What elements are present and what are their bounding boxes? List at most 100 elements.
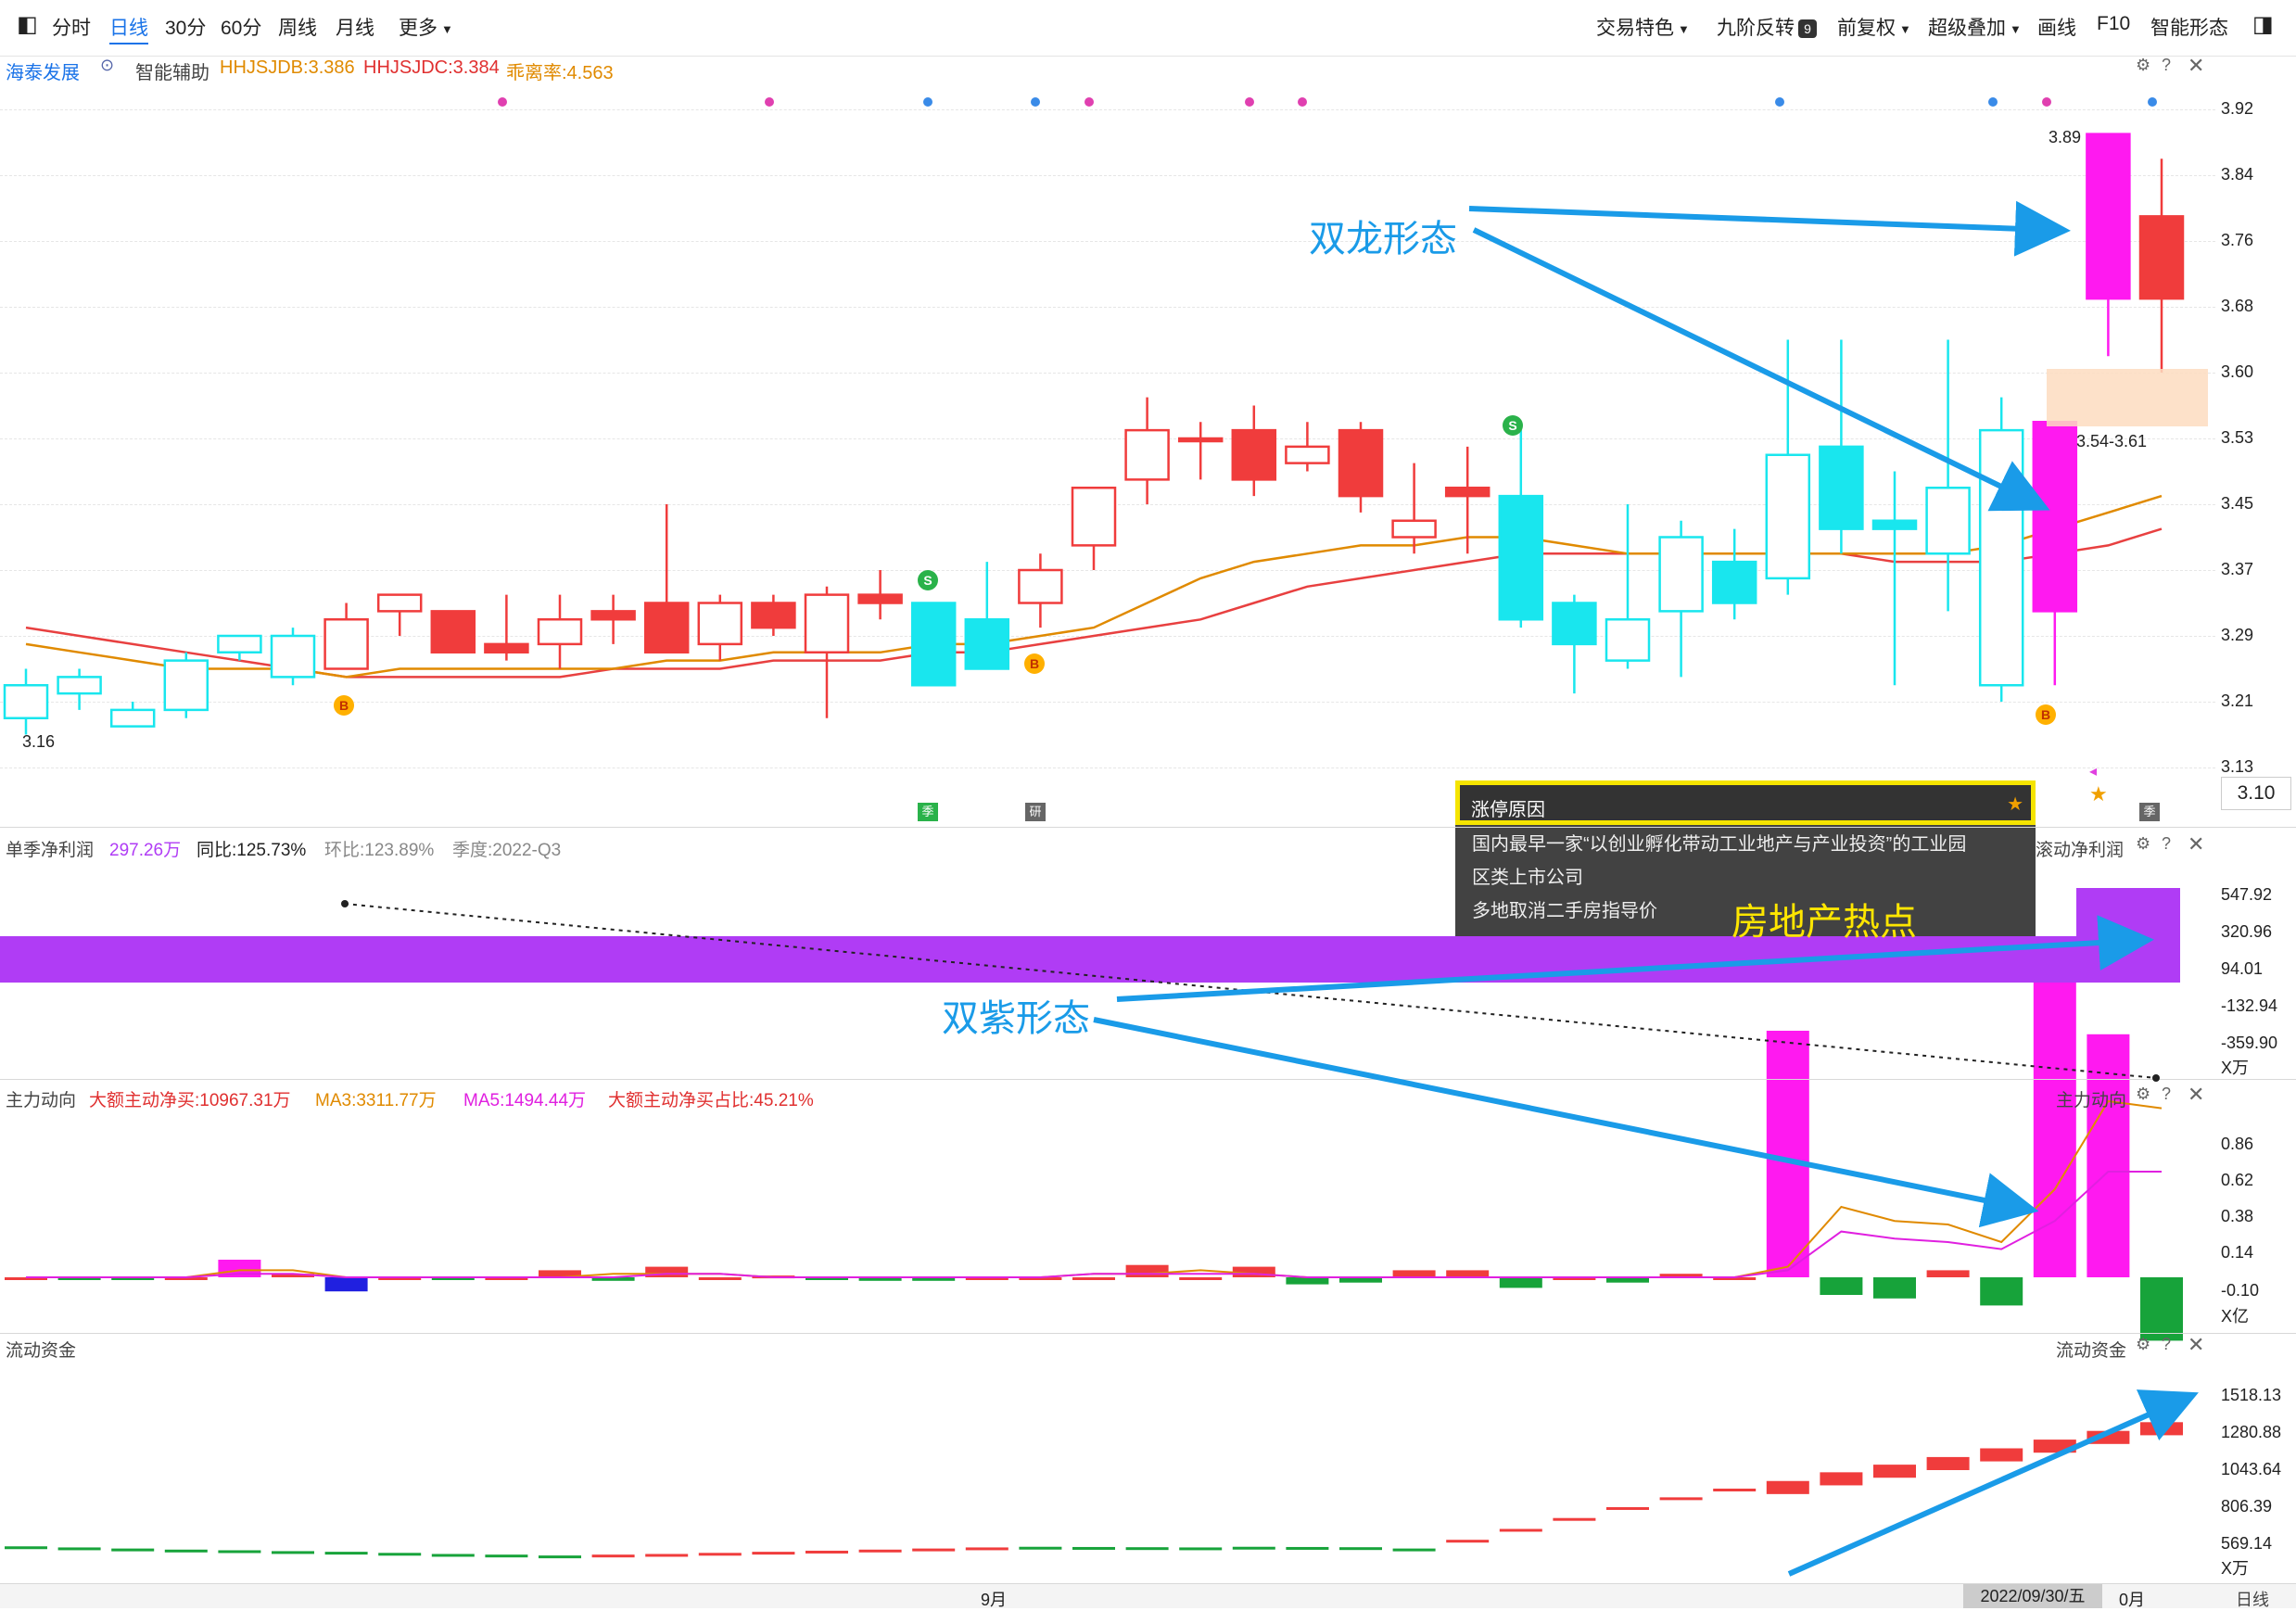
nine-reversal-label: 九阶反转 [1717,18,1795,39]
liquid-bar [1446,1540,1490,1543]
research-marker[interactable]: 研 [1025,803,1046,821]
candle-body [1605,618,1651,662]
liquid-bar [1286,1546,1329,1550]
date-cursor: 2022/09/30/五 [1963,1584,2102,1608]
candle-body [910,602,957,687]
signal-star-icon [498,97,507,107]
settings-icon[interactable]: ⚙ [2136,56,2151,74]
buy-marker[interactable]: B [334,695,354,716]
close-icon[interactable]: ✕ [2188,1333,2205,1356]
signal-star-icon [1988,97,1998,107]
current-price-tag: 3.10 [2221,777,2291,810]
candle-body [109,708,156,728]
limit-up-popup: 涨停原因 ★ 国内最早一家“以创业孵化带动工业地产与产业投资”的工业园 区类上市… [1455,780,2036,936]
settings-icon[interactable]: ⚙ [2136,1085,2151,1103]
period-label[interactable]: 日线 [2236,1591,2269,1609]
help-icon[interactable]: ? [2162,834,2172,853]
overlay-menu[interactable]: 超级叠加 ▼ [1928,13,2022,41]
panel-toggle-icon[interactable]: ◨ [2252,12,2274,37]
nine-reversal-button[interactable]: 九阶反转 9 [1717,13,1817,41]
flow-bar [378,1277,422,1280]
tab-30min[interactable]: 30分 [165,18,207,39]
signal-star-icon [765,97,774,107]
candle-body [537,618,583,646]
date-axis [0,1584,2296,1608]
flow-bar [1019,1277,1062,1280]
tab-daily[interactable]: 日线 [109,13,148,44]
resistance-zone [2047,369,2208,426]
flow-ratio: 大额主动净买占比:45.21% [608,1091,814,1110]
hhjsjdc-value: HHJSJDC:3.384 [363,57,500,78]
close-icon[interactable]: ✕ [2188,1083,2205,1106]
season-marker[interactable]: 季 [918,803,938,821]
candle-body [1071,487,1117,547]
flow-bar [1339,1277,1382,1283]
flow-bar [1232,1266,1275,1277]
flow-title: 主力动向 [6,1091,77,1110]
help-icon[interactable]: ? [2162,56,2172,74]
candle-body [1338,428,1384,498]
candle-body [1444,487,1490,498]
tab-fenshi[interactable]: 分时 [52,18,91,39]
liquid-bar [1553,1517,1596,1521]
tab-60min[interactable]: 60分 [221,18,262,39]
flow-bar [431,1277,475,1280]
close-icon[interactable]: ✕ [2188,832,2205,856]
season-marker[interactable]: 季 [2139,803,2160,821]
liquid-bar [1179,1547,1223,1551]
settings-icon[interactable]: ⚙ [2136,1335,2151,1353]
settings-icon[interactable]: ⚙ [2136,834,2151,853]
star-icon[interactable]: ★ [2007,794,2023,815]
sell-marker[interactable]: S [1503,415,1523,436]
liquid-bar [485,1554,528,1558]
sell-marker[interactable]: S [918,570,938,590]
layout-toggle-icon[interactable]: ◧ [17,12,38,37]
help-icon[interactable]: ? [2162,1335,2172,1353]
buy-marker[interactable]: B [2036,704,2056,725]
candle-body [323,618,369,670]
draw-button[interactable]: 画线 [2037,18,2076,39]
candle-body [217,634,262,653]
more-menu[interactable]: 更多 ▼ [399,13,453,41]
candle-body [1177,437,1224,443]
smart-pattern-button[interactable]: 智能形态 [2150,18,2228,39]
tab-monthly[interactable]: 月线 [336,18,374,39]
buy-marker[interactable]: B [1024,653,1045,674]
candle-body [1552,602,1597,646]
f10-button[interactable]: F10 [2097,13,2131,34]
flag-icon[interactable]: ◂ [2089,764,2098,780]
price-tick: 3.92 [2221,99,2254,118]
profit-value: 297.26万 [109,841,182,860]
liquid-bar [1232,1546,1275,1550]
liquid-right-label: 流动资金 [2056,1341,2127,1361]
profit-qoq: 环比:123.89% [324,841,435,860]
trade-feature-menu[interactable]: 交易特色 ▼ [1596,13,1690,41]
price-tick: 3.29 [2221,626,2254,644]
flow-bar [57,1277,101,1280]
more-label: 更多 [399,18,438,39]
flow-bar [1499,1277,1542,1288]
liquid-bar [806,1550,848,1554]
flow-bar [164,1277,208,1280]
flow-bar [1179,1277,1223,1280]
liquid-bar [1820,1472,1863,1486]
price-tick: 3.60 [2221,362,2254,381]
flow-bar [858,1277,902,1281]
flow-ma3: MA3:3311.77万 [315,1091,437,1110]
dropdown-circle-icon[interactable]: ⊙ [100,56,115,74]
star-icon[interactable]: ★ [2089,782,2108,806]
liquid-bar [111,1548,155,1552]
liquid-bar [272,1551,314,1554]
chevron-down-icon: ▼ [1678,21,1690,36]
tab-weekly[interactable]: 周线 [278,18,317,39]
flow-bar [1713,1277,1757,1280]
candle-body [1498,494,1544,621]
stock-name[interactable]: 海泰发展 [6,63,80,83]
liquid-bar [1606,1506,1649,1510]
flow-bar [1820,1277,1863,1295]
help-icon[interactable]: ? [2162,1085,2172,1103]
close-icon[interactable]: ✕ [2188,54,2205,77]
adjust-menu[interactable]: 前复权 ▼ [1837,13,1911,41]
flow-bar [2140,1277,2183,1341]
